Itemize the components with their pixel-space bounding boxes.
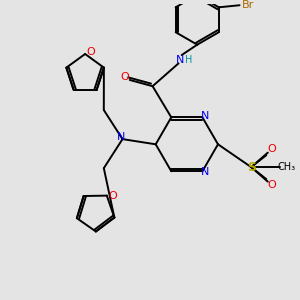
- Text: O: O: [268, 180, 276, 190]
- Text: O: O: [86, 47, 95, 57]
- Text: S: S: [247, 160, 256, 174]
- Text: O: O: [109, 190, 117, 201]
- Text: N: N: [201, 167, 210, 177]
- Text: CH₃: CH₃: [278, 162, 296, 172]
- Text: H: H: [185, 55, 193, 65]
- Text: O: O: [268, 145, 276, 154]
- Text: Br: Br: [242, 0, 254, 10]
- Text: N: N: [117, 132, 126, 142]
- Text: N: N: [201, 111, 210, 121]
- Text: O: O: [120, 72, 129, 82]
- Text: N: N: [176, 55, 184, 65]
